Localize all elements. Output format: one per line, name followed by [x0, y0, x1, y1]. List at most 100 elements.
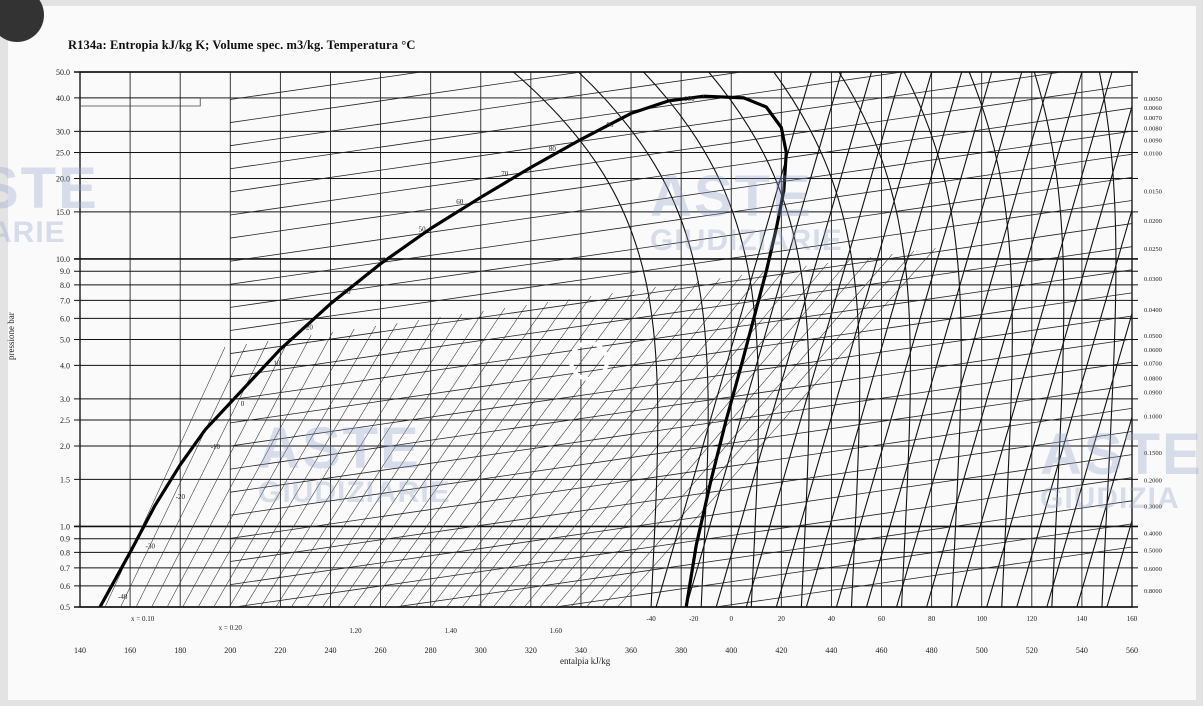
quality-line: [291, 310, 484, 607]
x-tick-label: 560: [1126, 646, 1138, 655]
y-tick-label: 4.0: [60, 361, 70, 370]
quality-line: [120, 343, 247, 607]
volume-label: 0.0070: [1144, 115, 1162, 122]
quality-line: [337, 301, 549, 607]
temperature-tick-label: 80: [928, 615, 936, 623]
isochore-line: [230, 246, 1132, 378]
saturated-liquid-line: [98, 94, 704, 607]
quality-line: [322, 304, 527, 607]
x-tick-label: 380: [675, 646, 687, 655]
volume-label: 0.0100: [1144, 151, 1162, 158]
isochore-line: [230, 72, 1065, 193]
isotherm-label: 100: [684, 95, 695, 103]
isentrope-line: [1016, 208, 1132, 607]
x-tick-label: 500: [976, 646, 988, 655]
isotherm-label: 80: [549, 145, 557, 153]
volume-label: 0.0080: [1144, 126, 1162, 133]
isotherm-line: [838, 72, 911, 607]
quality-line: [213, 325, 376, 607]
y-tick-label: 10.0: [56, 255, 70, 264]
volume-label: 0.0200: [1144, 218, 1162, 225]
y-tick-label: 15.0: [56, 208, 70, 217]
isotherm-label: 50: [419, 225, 427, 233]
x-tick-label: 480: [926, 646, 938, 655]
isochore-line: [552, 523, 1132, 607]
quality-line: [197, 328, 355, 607]
volume-label: 0.3000: [1144, 503, 1162, 510]
isentrope-line: [805, 72, 963, 607]
x-tick-label: 280: [425, 646, 437, 655]
isentrope-line: [775, 72, 933, 607]
y-tick-label: 8.0: [60, 281, 70, 290]
temperature-tick-label: 40: [828, 615, 836, 623]
quality-line: [353, 298, 570, 607]
isotherm-label: 60: [456, 198, 464, 206]
y-tick-label: 9.0: [60, 267, 70, 276]
isotherm-label: 40: [379, 256, 387, 264]
quality-line: [275, 313, 463, 607]
y-tick-label: 1.0: [60, 522, 70, 531]
x-tick-label: 340: [575, 646, 587, 655]
quality-line: [415, 286, 656, 607]
volume-label: 0.6000: [1144, 566, 1162, 573]
y-tick-label: 50.0: [56, 68, 70, 77]
quality-label: x = 0.10: [131, 615, 155, 623]
temperature-tick-label: 160: [1127, 615, 1138, 623]
y-tick-label: 40.0: [56, 94, 70, 103]
isotherm-line: [512, 72, 659, 607]
volume-label: 0.0090: [1144, 137, 1162, 144]
x-tick-label: 540: [1076, 646, 1088, 655]
quality-line: [229, 322, 398, 607]
quality-line: [166, 334, 312, 607]
isotherm-line: [1098, 72, 1117, 607]
quality-line: [260, 316, 441, 607]
quality-line: [477, 274, 742, 607]
isochore-line: [230, 454, 1132, 585]
volume-label: 0.0050: [1144, 96, 1162, 103]
temperature-tick-label: -40: [646, 615, 656, 623]
isochore-line: [230, 407, 1132, 539]
volume-label: 0.1000: [1144, 413, 1162, 420]
temperature-tick-label: 120: [1027, 615, 1038, 623]
isochore-line: [230, 72, 745, 147]
isochore-line: [230, 315, 1132, 447]
isochore-line: [230, 176, 1132, 308]
isentrope-line: [1167, 72, 1203, 607]
isotherm-label: -30: [146, 542, 156, 550]
y-tick-label: 0.7: [60, 564, 70, 573]
isotherm-label: 0: [241, 400, 245, 408]
quality-label: x = 0.20: [219, 624, 243, 632]
temperature-tick-label: 20: [778, 615, 786, 623]
isochore-line: [230, 84, 1132, 216]
plot-area: [98, 72, 1203, 607]
x-tick-label: 140: [74, 646, 86, 655]
volume-label: 0.0900: [1144, 389, 1162, 396]
y-tick-label: 30.0: [56, 127, 70, 136]
quality-line: [368, 295, 592, 607]
chart-title: R134a: Entropia kJ/kg K; Volume spec. m3…: [68, 38, 416, 52]
isochore-line: [230, 361, 1132, 493]
isochore-line: [230, 72, 424, 100]
isochore-line: [392, 500, 1132, 607]
isochore-line: [230, 269, 1132, 401]
quality-line: [524, 265, 807, 607]
isochore-line: [230, 107, 1132, 239]
quality-line: [306, 307, 506, 607]
entropy-label: 1.40: [445, 627, 458, 635]
isotherm-label: -10: [211, 443, 221, 451]
quality-line: [493, 271, 764, 607]
x-tick-label: 400: [725, 646, 737, 655]
isentrope-line: [926, 72, 1083, 607]
volume-label: 0.8000: [1144, 588, 1162, 595]
isochore-line: [232, 477, 1132, 607]
volume-label: 0.0500: [1144, 333, 1162, 340]
y-tick-label: 1.5: [60, 475, 70, 484]
y-tick-label: 0.5: [60, 603, 70, 612]
isochore-line: [230, 384, 1132, 516]
x-tick-label: 240: [324, 646, 336, 655]
y-tick-label: 20.0: [56, 174, 70, 183]
volume-label: 0.0400: [1144, 307, 1162, 314]
quality-line: [508, 268, 786, 607]
temperature-tick-label: 0: [729, 615, 733, 623]
